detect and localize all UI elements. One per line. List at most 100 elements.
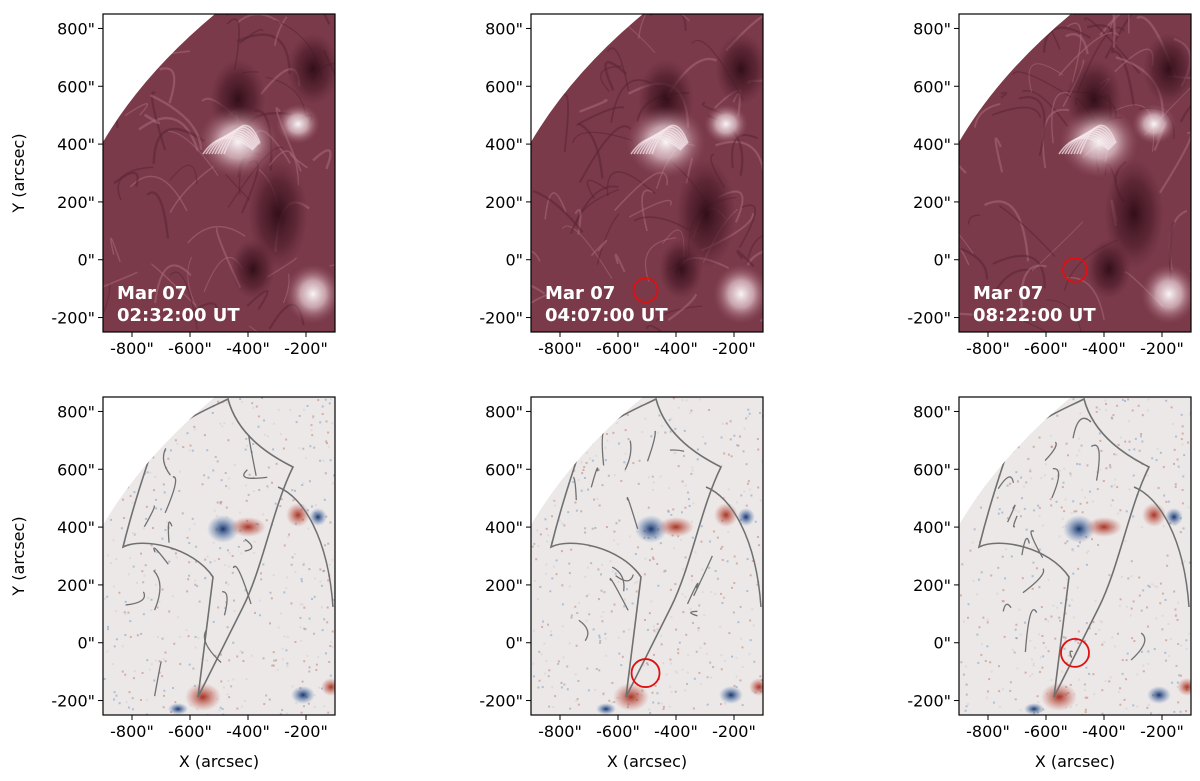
- noise-pixel: [684, 556, 687, 559]
- noise-pixel: [1132, 704, 1135, 707]
- noise-pixel: [1116, 486, 1119, 489]
- coronal-hole-tail: [659, 239, 703, 299]
- noise-pixel: [664, 431, 667, 434]
- noise-pixel: [986, 621, 989, 624]
- noise-pixel: [327, 431, 330, 434]
- y-tick-label: 0": [77, 634, 95, 653]
- noise-pixel: [1064, 636, 1067, 639]
- noise-pixel: [681, 568, 684, 571]
- noise-pixel: [748, 488, 751, 491]
- noise-pixel: [1115, 453, 1118, 456]
- noise-pixel: [1078, 678, 1081, 681]
- noise-pixel: [692, 621, 695, 624]
- noise-pixel: [150, 663, 153, 666]
- noise-pixel: [1085, 551, 1088, 554]
- noise-pixel: [191, 517, 194, 520]
- noise-pixel: [155, 507, 158, 510]
- noise-pixel: [273, 659, 276, 662]
- noise-pixel: [1162, 592, 1165, 595]
- noise-pixel: [709, 540, 712, 543]
- noise-pixel: [1183, 560, 1186, 563]
- noise-pixel: [303, 408, 306, 411]
- noise-pixel: [736, 501, 739, 504]
- noise-pixel: [688, 504, 691, 507]
- y-tick-label: 0": [77, 251, 95, 270]
- noise-pixel: [1024, 671, 1027, 674]
- noise-pixel: [1016, 667, 1019, 670]
- noise-pixel: [250, 654, 253, 657]
- noise-pixel: [1077, 437, 1080, 440]
- noise-pixel: [697, 627, 700, 630]
- noise-pixel: [676, 671, 679, 674]
- noise-pixel: [1069, 683, 1072, 686]
- noise-pixel: [1038, 633, 1041, 636]
- noise-pixel: [1038, 586, 1041, 589]
- coronal-loop: [644, 237, 677, 282]
- noise-pixel: [225, 581, 228, 584]
- off-limb: [531, 397, 643, 525]
- noise-pixel: [719, 625, 722, 628]
- contour-line: [624, 440, 632, 471]
- noise-pixel: [187, 578, 190, 581]
- axes-frame: [530, 13, 764, 333]
- noise-pixel: [587, 689, 590, 692]
- x-tick-label: -800": [538, 339, 582, 358]
- noise-pixel: [1169, 637, 1172, 640]
- noise-pixel: [291, 489, 294, 492]
- noise-pixel: [307, 702, 310, 705]
- noise-pixel: [1098, 628, 1101, 631]
- noise-pixel: [1094, 632, 1097, 635]
- noise-pixel: [659, 475, 662, 478]
- noise-pixel: [703, 642, 706, 645]
- noise-pixel: [1038, 514, 1041, 517]
- noise-pixel: [211, 411, 214, 414]
- noise-pixel: [1095, 410, 1098, 413]
- noise-pixel: [1084, 639, 1087, 642]
- noise-pixel: [1001, 555, 1004, 558]
- noise-pixel: [247, 493, 250, 496]
- noise-pixel: [1066, 540, 1069, 543]
- noise-pixel: [1140, 609, 1143, 612]
- noise-pixel: [996, 592, 999, 595]
- noise-pixel: [604, 446, 607, 449]
- noise-pixel: [580, 461, 583, 464]
- noise-pixel: [232, 599, 235, 602]
- noise-pixel: [729, 420, 732, 423]
- noise-pixel: [560, 686, 563, 689]
- noise-pixel: [145, 699, 148, 702]
- coronal-loop: [150, 91, 167, 151]
- noise-pixel: [303, 660, 306, 663]
- noise-pixel: [132, 677, 135, 680]
- noise-pixel: [656, 563, 659, 566]
- contour-line: [167, 521, 173, 543]
- noise-pixel: [690, 575, 693, 578]
- noise-pixel: [1042, 524, 1045, 527]
- noise-pixel: [643, 573, 646, 576]
- noise-pixel: [721, 559, 724, 562]
- noise-pixel: [319, 421, 322, 424]
- noise-pixel: [1140, 650, 1143, 653]
- noise-pixel: [188, 663, 191, 666]
- noise-pixel: [548, 669, 551, 672]
- noise-pixel: [1064, 639, 1067, 642]
- coronal-loop: [959, 233, 974, 254]
- noise-pixel: [739, 605, 742, 608]
- y-tick-label: 800": [57, 402, 95, 421]
- noise-pixel: [600, 615, 603, 618]
- coronal-hole-contour: [121, 397, 295, 698]
- y-tick-label: 0": [505, 251, 523, 270]
- noise-pixel: [1025, 481, 1028, 484]
- noise-pixel: [577, 479, 580, 482]
- noise-pixel: [1023, 485, 1026, 488]
- noise-pixel: [317, 655, 320, 658]
- noise-pixel: [1062, 636, 1065, 639]
- y-tick-label: 0": [933, 251, 951, 270]
- noise-pixel: [745, 504, 748, 507]
- noise-pixel: [230, 685, 233, 688]
- noise-pixel: [322, 459, 325, 462]
- noise-pixel: [637, 546, 640, 549]
- noise-pixel: [231, 571, 234, 574]
- noise-pixel: [576, 612, 579, 615]
- contour-line: [244, 538, 253, 552]
